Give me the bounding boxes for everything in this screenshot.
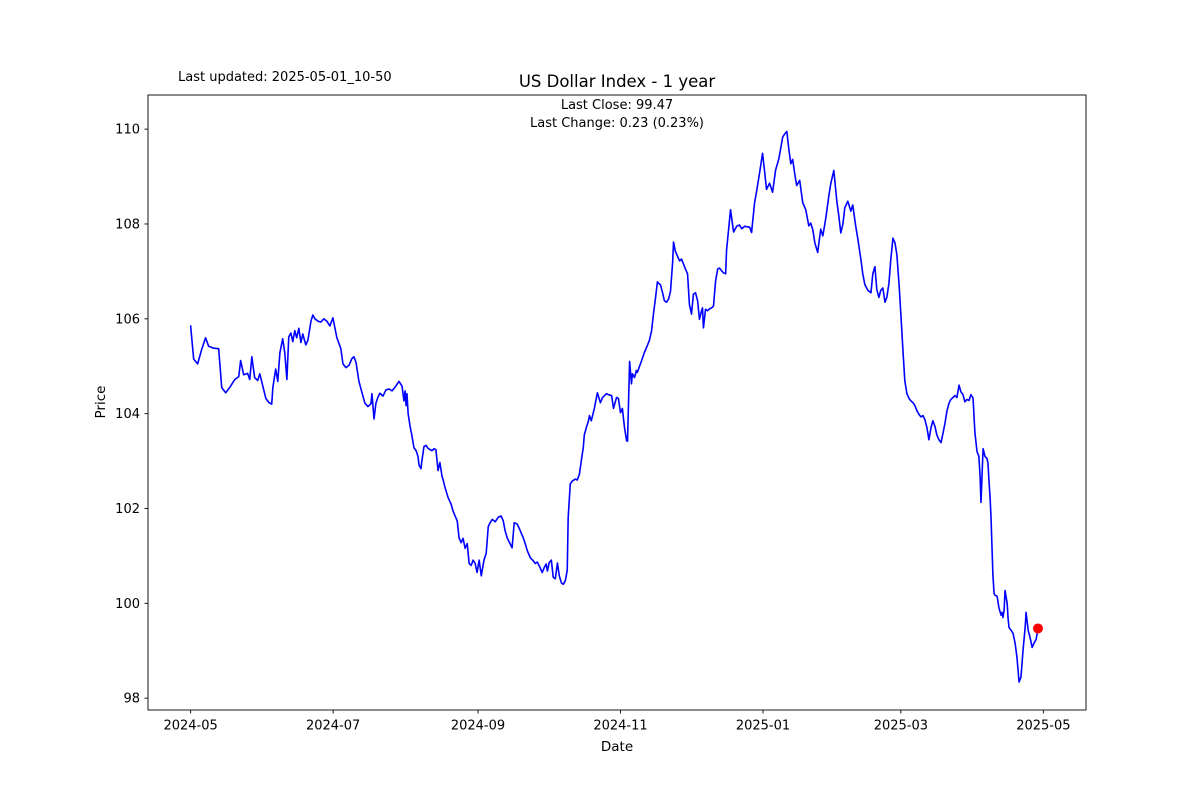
last-close-annotation: Last Close: 99.47 Last Change: 0.23 (0.2… bbox=[530, 97, 704, 132]
y-tick-label: 110 bbox=[115, 123, 140, 138]
y-tick-label: 104 bbox=[115, 407, 140, 422]
chart-title: US Dollar Index - 1 year bbox=[518, 72, 716, 91]
y-tick-label: 98 bbox=[123, 692, 140, 707]
last-updated-annotation: Last updated: 2025-05-01_10-50 bbox=[178, 70, 392, 85]
y-tick-label: 100 bbox=[115, 597, 140, 612]
date-axis-label: Date bbox=[600, 739, 634, 755]
x-tick-label: 2024-11 bbox=[593, 719, 647, 734]
x-tick-label: 2025-03 bbox=[874, 719, 928, 734]
y-tick-label: 102 bbox=[115, 502, 140, 517]
y-tick-label: 108 bbox=[115, 217, 140, 232]
y-tick-label: 106 bbox=[115, 312, 140, 327]
last-change-line: Last Change: 0.23 (0.23%) bbox=[529, 115, 705, 131]
x-tick-label: 2024-07 bbox=[306, 719, 360, 734]
x-tick-label: 2025-05 bbox=[1016, 719, 1070, 734]
x-tick-label: 2025-01 bbox=[736, 719, 790, 734]
last-close-line: Last Close: 99.47 bbox=[560, 98, 674, 113]
plot-border bbox=[147, 94, 1087, 711]
x-tick-label: 2024-09 bbox=[451, 719, 505, 734]
x-tick-label: 2024-05 bbox=[163, 719, 217, 734]
price-line bbox=[189, 130, 1039, 683]
last-close-marker bbox=[1032, 623, 1043, 634]
